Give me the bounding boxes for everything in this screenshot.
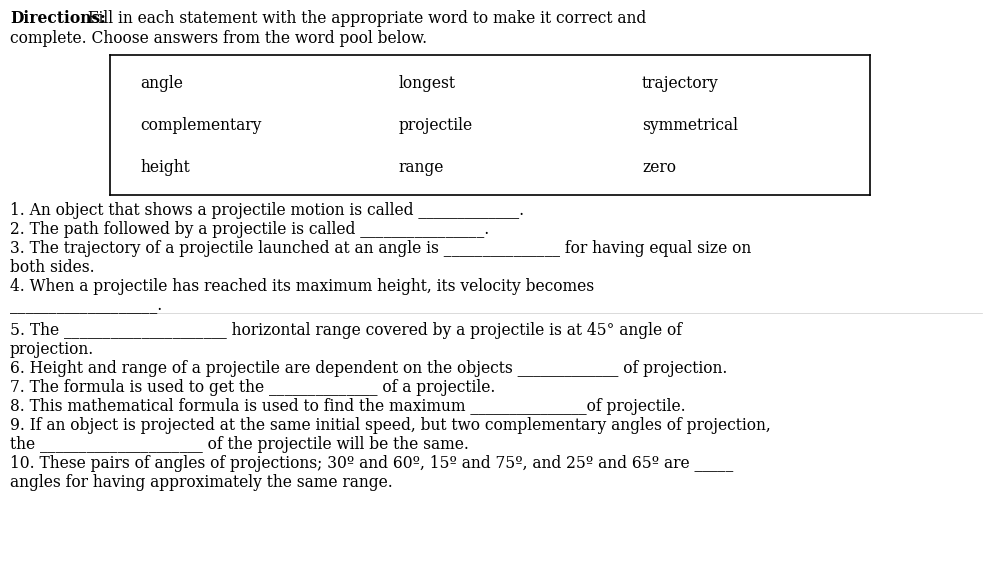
Text: 9. If an object is projected at the same initial speed, but two complementary an: 9. If an object is projected at the same… xyxy=(10,417,771,434)
Text: 6. Height and range of a projectile are dependent on the objects _____________ o: 6. Height and range of a projectile are … xyxy=(10,360,727,377)
Text: angles for having approximately the same range.: angles for having approximately the same… xyxy=(10,474,393,491)
Text: projectile: projectile xyxy=(399,116,473,134)
Text: angle: angle xyxy=(141,74,184,91)
Text: 1. An object that shows a projectile motion is called _____________.: 1. An object that shows a projectile mot… xyxy=(10,202,524,219)
Text: both sides.: both sides. xyxy=(10,259,94,276)
Text: the _____________________ of the projectile will be the same.: the _____________________ of the project… xyxy=(10,436,469,453)
Text: trajectory: trajectory xyxy=(642,74,719,91)
Text: complete. Choose answers from the word pool below.: complete. Choose answers from the word p… xyxy=(10,30,428,47)
Text: projection.: projection. xyxy=(10,341,94,358)
Text: 3. The trajectory of a projectile launched at an angle is _______________ for ha: 3. The trajectory of a projectile launch… xyxy=(10,240,751,257)
Text: 8. This mathematical formula is used to find the maximum _______________of proje: 8. This mathematical formula is used to … xyxy=(10,398,685,415)
Text: 10. These pairs of angles of projections; 30º and 60º, 15º and 75º, and 25º and : 10. These pairs of angles of projections… xyxy=(10,455,733,472)
Text: zero: zero xyxy=(642,159,676,175)
Text: complementary: complementary xyxy=(141,116,262,134)
Text: ___________________.: ___________________. xyxy=(10,297,163,314)
Text: range: range xyxy=(399,159,444,175)
Text: 7. The formula is used to get the ______________ of a projectile.: 7. The formula is used to get the ______… xyxy=(10,379,495,396)
Text: 4. When a projectile has reached its maximum height, its velocity becomes: 4. When a projectile has reached its max… xyxy=(10,278,594,295)
Text: Directions:: Directions: xyxy=(10,10,106,27)
Text: 2. The path followed by a projectile is called ________________.: 2. The path followed by a projectile is … xyxy=(10,221,489,238)
Text: 5. The _____________________ horizontal range covered by a projectile is at 45° : 5. The _____________________ horizontal … xyxy=(10,322,682,339)
Text: Fill in each statement with the appropriate word to make it correct and: Fill in each statement with the appropri… xyxy=(83,10,646,27)
Text: longest: longest xyxy=(399,74,455,91)
Text: symmetrical: symmetrical xyxy=(642,116,738,134)
Text: height: height xyxy=(141,159,190,175)
